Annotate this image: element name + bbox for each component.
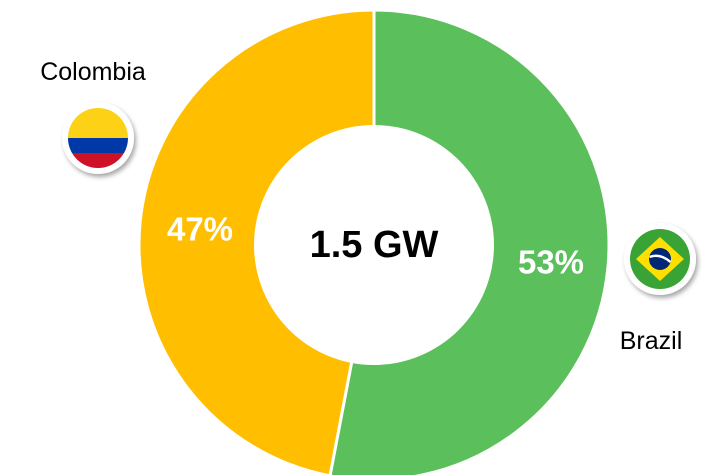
colombia-percent-label: 47% [167,211,233,248]
brazil-legend-label: Brazil [620,327,683,355]
brazil-flag-icon [624,223,696,295]
brazil-percent-label: 53% [518,244,584,281]
colombia-legend-label: Colombia [40,58,146,86]
center-total-label: 1.5 GW [310,224,439,266]
donut-hole [254,125,494,365]
colombia-flag-icon [62,102,134,174]
